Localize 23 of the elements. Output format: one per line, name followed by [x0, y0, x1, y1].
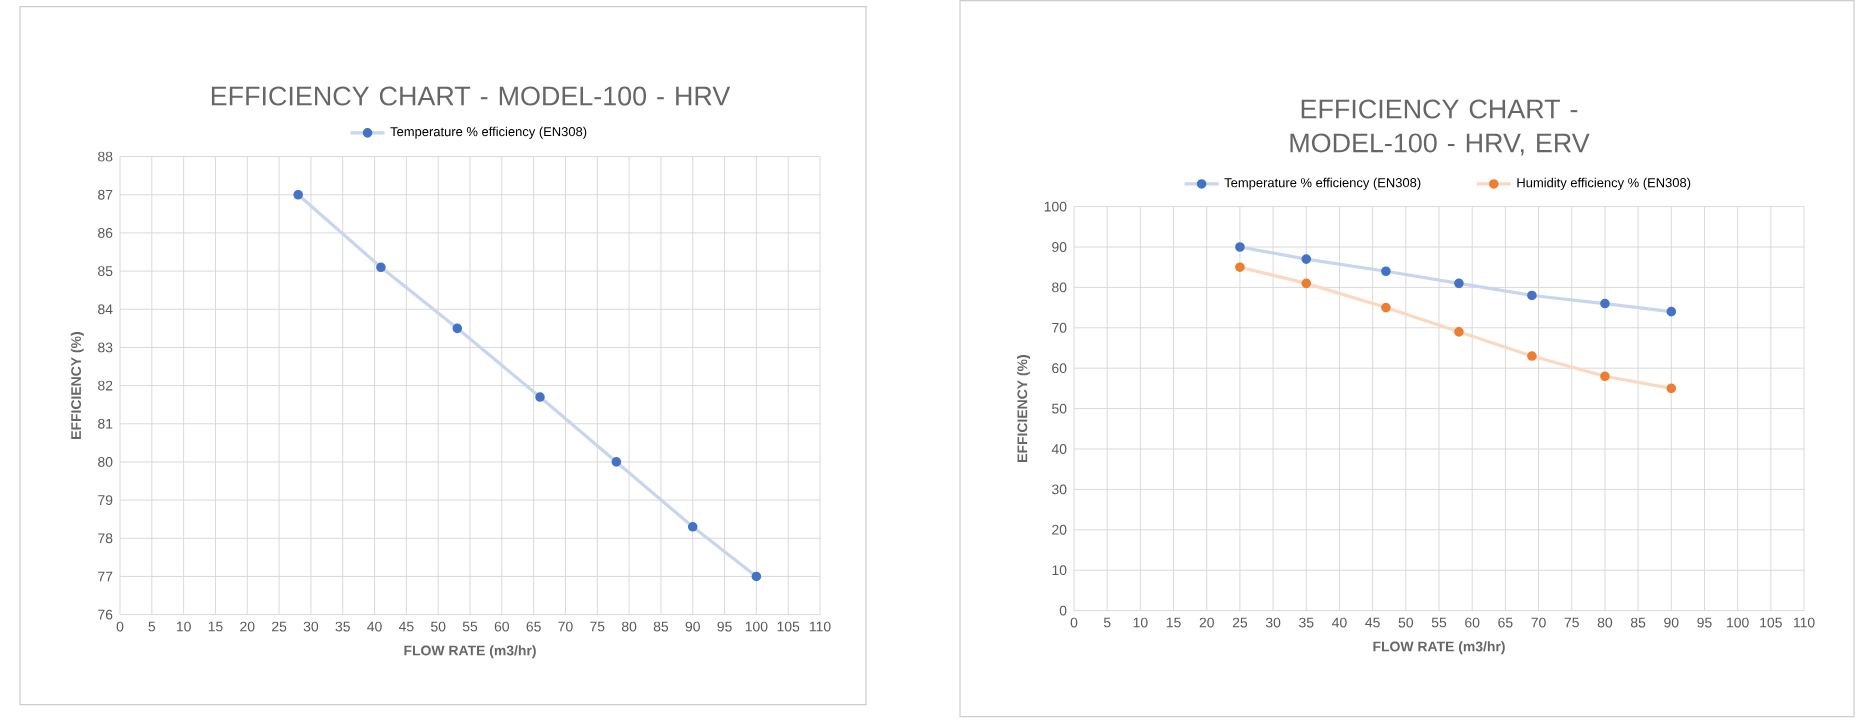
point [1301, 254, 1312, 264]
chart-title: EFFICIENCY CHART - MODEL-100 - HRV [211, 86, 731, 106]
point [687, 521, 698, 532]
point [376, 262, 386, 272]
point [535, 391, 545, 402]
point [1301, 278, 1312, 288]
point [293, 189, 303, 200]
point [751, 571, 762, 581]
point [1666, 306, 1677, 317]
point [1454, 278, 1464, 288]
point [1235, 262, 1245, 272]
point [1527, 290, 1537, 300]
point [1454, 326, 1464, 337]
point [452, 323, 463, 333]
point [1600, 298, 1610, 309]
point [1235, 241, 1245, 252]
point [1381, 266, 1391, 276]
point [611, 456, 622, 467]
point [1381, 302, 1391, 313]
point [1666, 383, 1677, 393]
point [1600, 371, 1610, 381]
point [1527, 350, 1537, 361]
chart-title: EFFICIENCY CHART - MODEL-100 - HRV, ERV [1290, 99, 1590, 156]
